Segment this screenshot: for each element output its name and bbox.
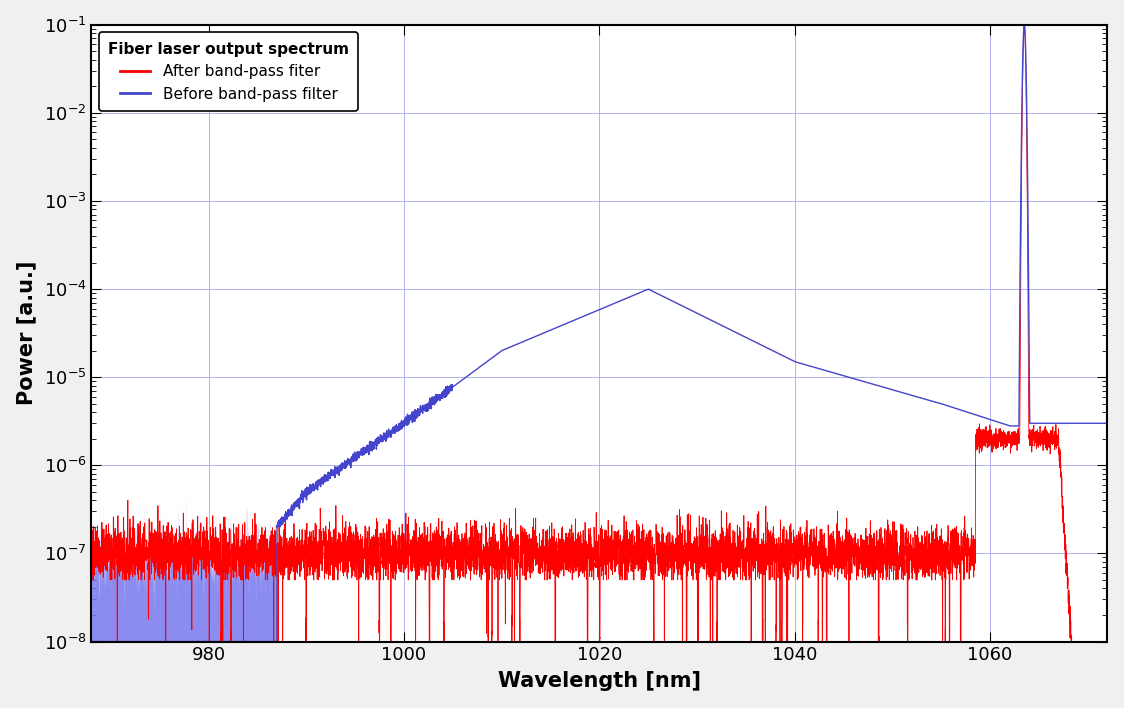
- Y-axis label: Power [a.u.]: Power [a.u.]: [17, 261, 37, 405]
- Legend: After band-pass fiter, Before band-pass filter: After band-pass fiter, Before band-pass …: [99, 33, 359, 111]
- X-axis label: Wavelength [nm]: Wavelength [nm]: [498, 671, 701, 691]
